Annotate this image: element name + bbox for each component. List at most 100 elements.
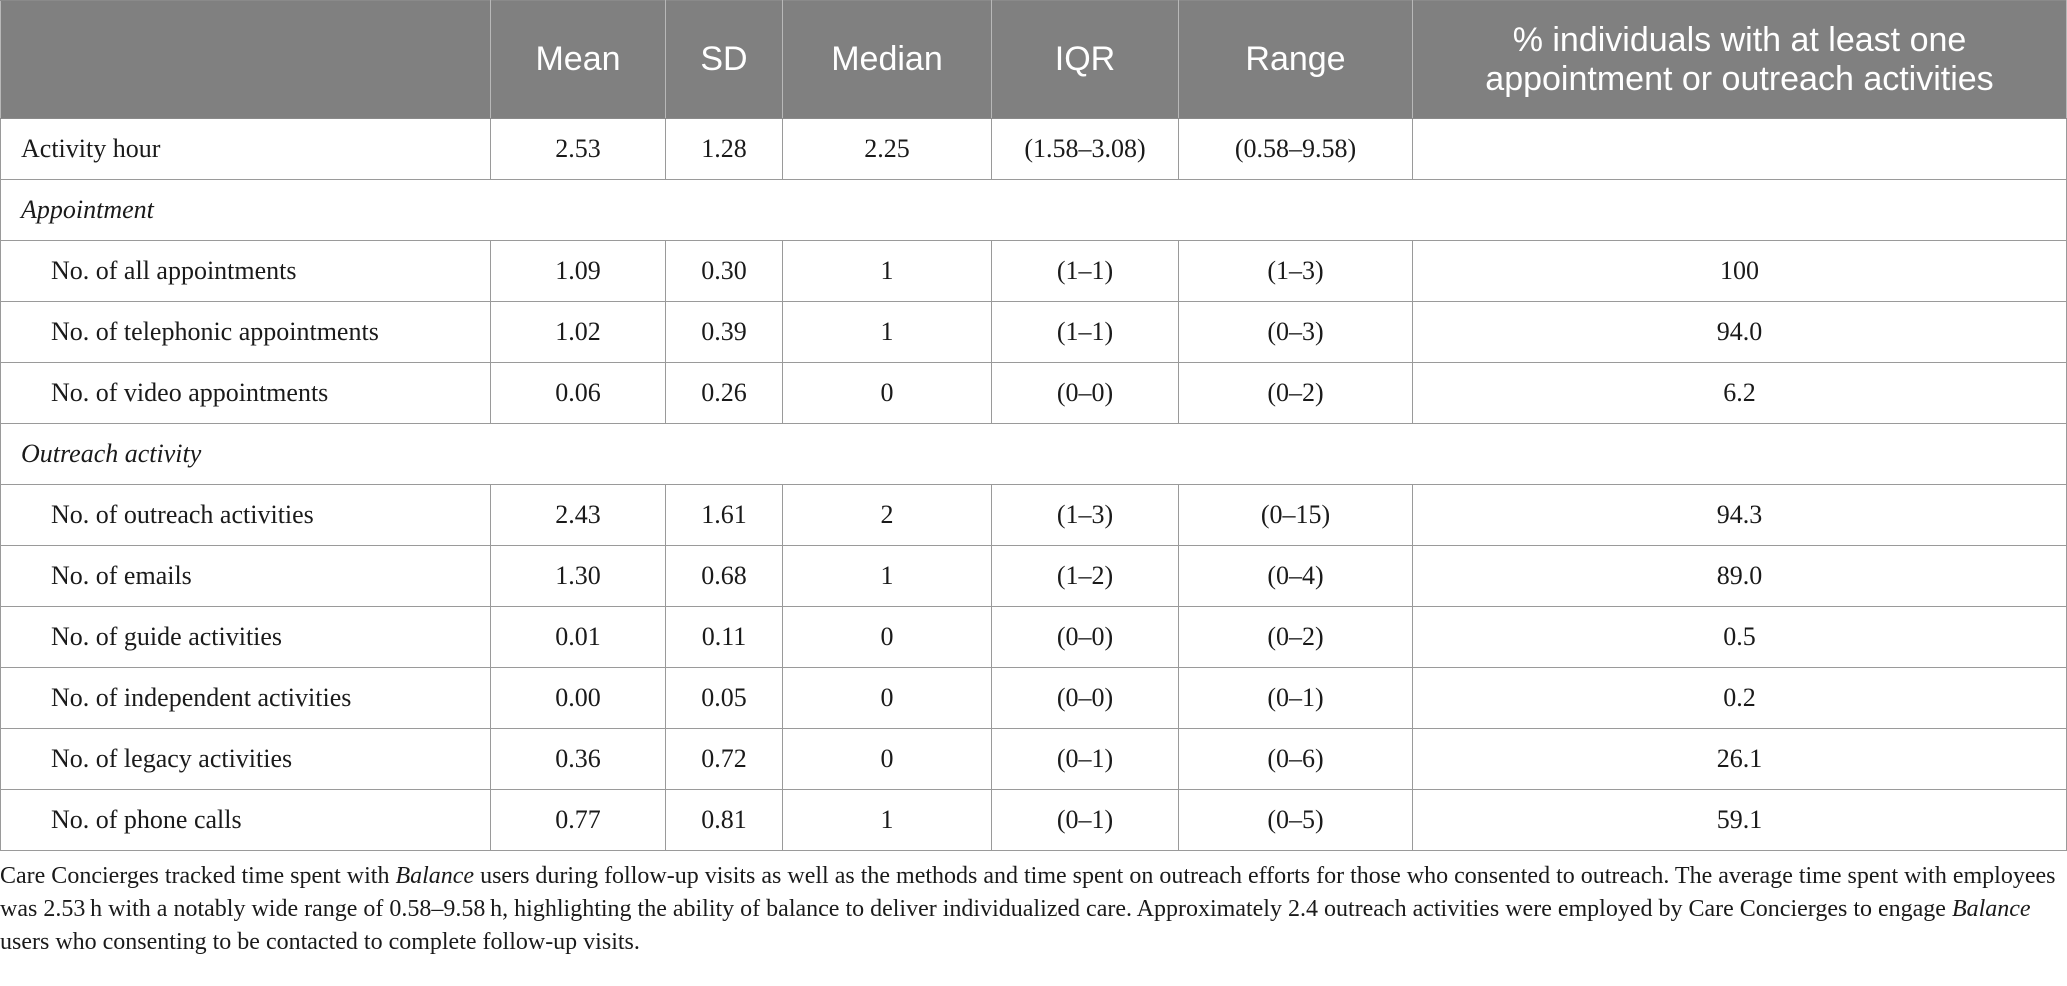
sd-cell: 1.28 xyxy=(665,118,783,180)
table-row: No. of phone calls 0.77 0.81 1 (0–1) (0–5) 59.… xyxy=(0,789,2067,851)
mean-cell: 1.02 xyxy=(490,301,666,363)
sd-cell: 0.26 xyxy=(665,362,783,424)
mean-cell: 0.01 xyxy=(490,606,666,668)
percent-cell xyxy=(1412,118,2067,180)
row-label: Activity hour xyxy=(0,118,491,180)
percent-cell: 6.2 xyxy=(1412,362,2067,424)
range-cell: (0.58–9.58) xyxy=(1178,118,1413,180)
table-body: Activity hour 2.53 1.28 2.25 (1.58–3.08) (0.5… xyxy=(0,118,2067,851)
row-label: No. of independent activities xyxy=(0,667,491,729)
range-cell: (0–6) xyxy=(1178,728,1413,790)
iqr-cell: (1–1) xyxy=(991,240,1179,302)
percent-cell: 0.2 xyxy=(1412,667,2067,729)
header-cell-iqr: IQR xyxy=(991,0,1179,119)
percent-cell: 0.5 xyxy=(1412,606,2067,668)
table-row: No. of emails 1.30 0.68 1 (1–2) (0–4) 89.0 xyxy=(0,545,2067,607)
iqr-cell: (0–0) xyxy=(991,667,1179,729)
footnote-text-3: users who consenting to be contacted to … xyxy=(0,929,640,955)
percent-cell: 100 xyxy=(1412,240,2067,302)
iqr-cell: (1–3) xyxy=(991,484,1179,546)
row-label: No. of legacy activities xyxy=(0,728,491,790)
range-cell: (1–3) xyxy=(1178,240,1413,302)
iqr-cell: (0–0) xyxy=(991,362,1179,424)
table-row: No. of telephonic appointments 1.02 0.39 1(… xyxy=(0,301,2067,363)
section-heading: Appointment xyxy=(0,179,2067,241)
iqr-cell: (0–1) xyxy=(991,728,1179,790)
iqr-cell: (1–2) xyxy=(991,545,1179,607)
row-label: No. of telephonic appointments xyxy=(0,301,491,363)
header-cell-mean: Mean xyxy=(490,0,666,119)
median-cell: 1 xyxy=(782,789,992,851)
mean-cell: 2.43 xyxy=(490,484,666,546)
header-cell-label xyxy=(0,0,491,119)
percent-cell: 94.0 xyxy=(1412,301,2067,363)
section-heading: Outreach activity xyxy=(0,423,2067,485)
median-cell: 2 xyxy=(782,484,992,546)
range-cell: (0–1) xyxy=(1178,667,1413,729)
iqr-cell: (0–0) xyxy=(991,606,1179,668)
header-cell-median: Median xyxy=(782,0,992,119)
row-label: No. of phone calls xyxy=(0,789,491,851)
percent-cell: 89.0 xyxy=(1412,545,2067,607)
iqr-cell: (0–1) xyxy=(991,789,1179,851)
footnote-emphasis-1: Balance xyxy=(395,863,475,889)
range-cell: (0–2) xyxy=(1178,606,1413,668)
table-row: No. of legacy activities 0.36 0.72 0 (0–1) (0… xyxy=(0,728,2067,790)
header-cell-percent: % individuals with at least one appointm… xyxy=(1412,0,2067,119)
iqr-cell: (1–1) xyxy=(991,301,1179,363)
footnote-text-1: Care Concierges tracked time spent with xyxy=(0,863,396,889)
range-cell: (0–5) xyxy=(1178,789,1413,851)
range-cell: (0–3) xyxy=(1178,301,1413,363)
sd-cell: 0.72 xyxy=(665,728,783,790)
sd-cell: 0.39 xyxy=(665,301,783,363)
mean-cell: 0.00 xyxy=(490,667,666,729)
row-label: No. of all appointments xyxy=(0,240,491,302)
sd-cell: 0.05 xyxy=(665,667,783,729)
median-cell: 0 xyxy=(782,728,992,790)
table-row: No. of outreach activities 2.43 1.61 2 (1–3)… xyxy=(0,484,2067,546)
median-cell: 0 xyxy=(782,667,992,729)
range-cell: (0–2) xyxy=(1178,362,1413,424)
sd-cell: 1.61 xyxy=(665,484,783,546)
table-row: No. of independent activities 0.00 0.05 0 (0… xyxy=(0,667,2067,729)
median-cell: 2.25 xyxy=(782,118,992,180)
row-label: No. of guide activities xyxy=(0,606,491,668)
table-row: Activity hour 2.53 1.28 2.25 (1.58–3.08) (0.5… xyxy=(0,118,2067,180)
mean-cell: 0.77 xyxy=(490,789,666,851)
sd-cell: 0.68 xyxy=(665,545,783,607)
percent-cell: 59.1 xyxy=(1412,789,2067,851)
mean-cell: 0.06 xyxy=(490,362,666,424)
header-cell-sd: SD xyxy=(665,0,783,119)
footnote-emphasis-2: Balance xyxy=(1951,896,2031,922)
median-cell: 1 xyxy=(782,240,992,302)
range-cell: (0–15) xyxy=(1178,484,1413,546)
sd-cell: 0.81 xyxy=(665,789,783,851)
percent-cell: 26.1 xyxy=(1412,728,2067,790)
mean-cell: 1.09 xyxy=(490,240,666,302)
mean-cell: 0.36 xyxy=(490,728,666,790)
iqr-cell: (1.58–3.08) xyxy=(991,118,1179,180)
table-container: Mean SD Median IQR Range % individuals w… xyxy=(0,0,2067,851)
median-cell: 0 xyxy=(782,606,992,668)
row-label: No. of outreach activities xyxy=(0,484,491,546)
median-cell: 1 xyxy=(782,301,992,363)
table-row: No. of video appointments 0.06 0.26 0 (0–0)(… xyxy=(0,362,2067,424)
percent-cell: 94.3 xyxy=(1412,484,2067,546)
median-cell: 1 xyxy=(782,545,992,607)
table-footnote: Care Concierges tracked time spent with … xyxy=(0,860,2060,959)
table-header-row: Mean SD Median IQR Range % individuals w… xyxy=(0,0,2067,119)
sd-cell: 0.30 xyxy=(665,240,783,302)
row-label: No. of emails xyxy=(0,545,491,607)
row-label: No. of video appointments xyxy=(0,362,491,424)
range-cell: (0–4) xyxy=(1178,545,1413,607)
median-cell: 0 xyxy=(782,362,992,424)
section-row: Outreach activity xyxy=(0,423,2067,485)
section-row: Appointment xyxy=(0,179,2067,241)
table-row: No. of guide activities 0.01 0.11 0 (0–0) (0–… xyxy=(0,606,2067,668)
table-row: No. of all appointments 1.09 0.30 1 (1–1) (1–… xyxy=(0,240,2067,302)
header-cell-range: Range xyxy=(1178,0,1413,119)
sd-cell: 0.11 xyxy=(665,606,783,668)
mean-cell: 2.53 xyxy=(490,118,666,180)
data-table: Mean SD Median IQR Range % individuals w… xyxy=(0,0,2067,851)
footnote-text-2: users during follow-up visits as well as… xyxy=(0,863,2056,922)
